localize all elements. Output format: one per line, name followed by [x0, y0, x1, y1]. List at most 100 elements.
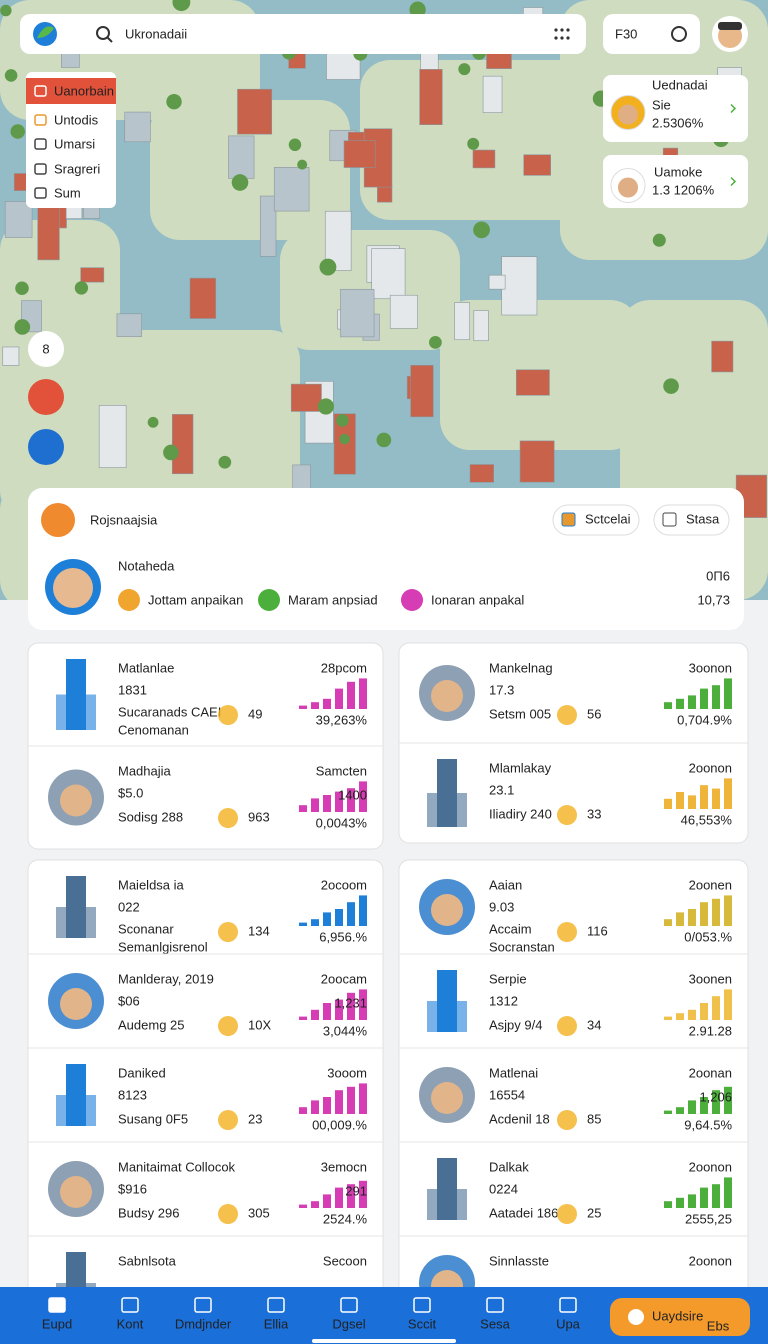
- menu-item[interactable]: Umarsi: [54, 136, 95, 151]
- label: Matlenai: [489, 1065, 538, 1080]
- nav-item[interactable]: Eupd: [42, 1316, 72, 1331]
- menu-item[interactable]: Untodis: [54, 112, 99, 127]
- mini-bar: [700, 785, 708, 809]
- mini-bar: [724, 989, 732, 1020]
- nav-item[interactable]: Upa: [556, 1316, 581, 1331]
- label: Maram anpsiad: [288, 592, 378, 607]
- nav-item[interactable]: Dmdjnder: [175, 1316, 232, 1331]
- cta-button[interactable]: [610, 1298, 750, 1336]
- summary-avatar-face: [53, 568, 93, 608]
- label: 8123: [118, 1087, 147, 1102]
- label: 10,73: [697, 592, 730, 607]
- label: 022: [118, 899, 140, 914]
- nav-item[interactable]: Ellia: [264, 1316, 289, 1331]
- mini-bar: [712, 788, 720, 809]
- nav-item[interactable]: Sesa: [480, 1316, 510, 1331]
- item-num-icon: [557, 1110, 577, 1130]
- map-building: [228, 135, 255, 179]
- item-num-icon: [557, 705, 577, 725]
- label: Sctcelai: [585, 511, 631, 526]
- mini-bar: [335, 999, 343, 1020]
- summary-button[interactable]: [552, 504, 640, 536]
- mini-bar: [359, 781, 367, 812]
- mini-bar: [712, 685, 720, 709]
- mini-bar: [299, 805, 307, 812]
- label: Susang 0F5: [118, 1111, 188, 1126]
- nav-icon: [340, 1297, 358, 1313]
- map-button[interactable]: [28, 331, 64, 367]
- menu-icon: [34, 85, 47, 97]
- item-building: [56, 694, 96, 730]
- mini-bar: [359, 1083, 367, 1114]
- side-menu-header: [26, 78, 116, 104]
- map-building: [377, 184, 393, 203]
- map-building: [472, 149, 496, 169]
- item-building: [427, 1001, 467, 1032]
- menu-dots: [560, 28, 564, 32]
- label: 2.91.28: [689, 1023, 732, 1038]
- label: 49: [248, 706, 262, 721]
- map-button[interactable]: [28, 379, 64, 415]
- map-building: [116, 313, 142, 337]
- profile-face: [618, 177, 638, 198]
- mini-bar: [700, 1097, 708, 1114]
- label: Madhajia: [118, 763, 172, 778]
- nav-item[interactable]: Dgsel: [332, 1316, 365, 1331]
- mini-bar: [724, 1086, 732, 1114]
- menu-icon: [34, 114, 47, 126]
- map-button[interactable]: [28, 429, 64, 465]
- label: Samcten: [316, 763, 367, 778]
- map-building: [189, 277, 217, 319]
- menu-item[interactable]: Sum: [54, 185, 81, 200]
- nav-icon: [559, 1297, 577, 1313]
- settings-icon: [671, 26, 687, 42]
- label: 1,206: [699, 1089, 732, 1104]
- menu-item[interactable]: Sragreri: [54, 161, 100, 176]
- mini-bar: [347, 1086, 355, 1114]
- mini-bar: [664, 1110, 672, 1114]
- map-tree: [10, 124, 25, 139]
- label: 25: [587, 1205, 601, 1220]
- label: Manlderay, 2019: [118, 971, 214, 986]
- mini-bar: [299, 1204, 307, 1208]
- item-avatar-face: [431, 680, 463, 712]
- mini-bar: [323, 1003, 331, 1020]
- label: Maieldsa ia: [118, 877, 185, 892]
- label: Audemg 25: [118, 1017, 185, 1032]
- map-building: [419, 69, 443, 125]
- label: 17.3: [489, 682, 514, 697]
- map-tree: [652, 233, 666, 247]
- mini-bar: [724, 1177, 732, 1208]
- map-tree: [4, 69, 18, 82]
- label: 2555,25: [685, 1211, 732, 1226]
- label: Asjpy 9/4: [489, 1017, 542, 1032]
- mini-bar: [700, 1187, 708, 1208]
- mini-bar: [724, 895, 732, 926]
- map-building: [4, 201, 33, 238]
- label: 3,044%: [323, 1023, 368, 1038]
- badge-pill[interactable]: [603, 14, 700, 54]
- map-tree: [166, 94, 182, 110]
- map-tree: [473, 221, 490, 239]
- label: 1.3 1206%: [652, 182, 715, 197]
- nav-item[interactable]: Kont: [117, 1316, 144, 1331]
- mini-bar: [299, 922, 307, 926]
- label: Jottam anpaikan: [148, 592, 243, 607]
- nav-item[interactable]: Sccit: [408, 1316, 437, 1331]
- label: Semanlgisrenol: [118, 939, 208, 954]
- map-tree: [319, 258, 337, 276]
- map-tree: [0, 4, 12, 17]
- item-num-icon: [218, 922, 238, 942]
- menu-item[interactable]: Uanorbain: [54, 83, 114, 98]
- label: 6,956.%: [319, 929, 367, 944]
- search-bar[interactable]: [20, 14, 586, 54]
- map-tree: [74, 281, 89, 295]
- label: Manitaimat Collocok: [118, 1159, 236, 1174]
- map-tree: [317, 398, 334, 415]
- item-num-icon: [557, 805, 577, 825]
- label: 2oonon: [689, 1253, 732, 1268]
- label: Dalkak: [489, 1159, 529, 1174]
- mini-bar: [323, 795, 331, 812]
- label: Setsm 005: [489, 706, 551, 721]
